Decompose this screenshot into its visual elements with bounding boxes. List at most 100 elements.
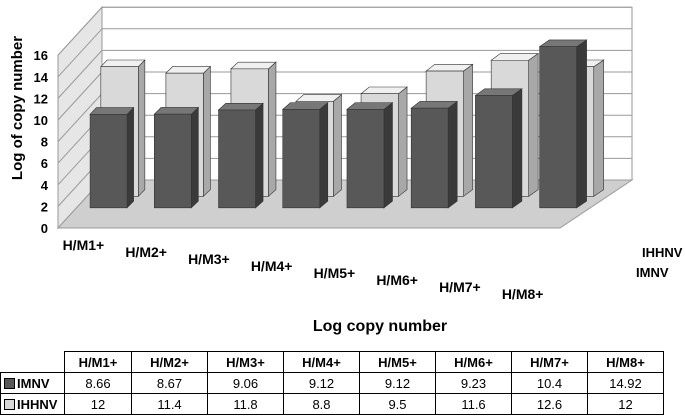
depth-axis-label: IHHNV [642, 245, 683, 260]
bar-imnv-hm8 [538, 39, 588, 209]
table-cell: 12.6 [511, 393, 588, 415]
bar-imnv-hm3-front [218, 109, 256, 209]
bar-ihhnv-hm1-top [100, 59, 146, 68]
bar-imnv-hm7 [474, 88, 523, 209]
x-tick-label: H/M8+ [502, 286, 544, 302]
bar-imnv-hm6-front [410, 107, 449, 209]
y-tick-label: 14 [34, 70, 49, 85]
table-cell: 9.06 [207, 372, 284, 394]
x-tick-label: H/M6+ [376, 272, 418, 288]
bar-imnv-hm7-front [475, 95, 513, 209]
x-axis-title: Log copy number [313, 318, 447, 335]
table-header-row: H/M1+ H/M2+ H/M3+ H/M4+ H/M5+ H/M6+ H/M7+ H/M8+ [0, 351, 664, 373]
bar-imnv-hm8-side [576, 39, 587, 209]
bar-ihhnv-hm5-top [360, 86, 408, 95]
bar-ihhnv-hm5-side [398, 86, 408, 197]
table-row-label: IMNV [17, 375, 50, 391]
bar-ihhnv-hm4-top [295, 94, 343, 102]
bar-imnv-hm4 [281, 101, 329, 209]
table-cell: 12 [587, 393, 664, 415]
depth-axis-label: IMNV [636, 265, 669, 280]
x-tick-label: H/M5+ [314, 265, 356, 281]
bar-imnv-hm5-side [383, 102, 393, 209]
bar-ihhnv-hm3-side [268, 61, 277, 197]
bar-imnv-hm1-side [126, 106, 134, 209]
table-column-header: H/M6+ [435, 351, 512, 373]
bar-imnv-hm2 [153, 106, 200, 209]
x-tick-label: H/M7+ [439, 279, 481, 295]
table-cell: 10.4 [511, 372, 588, 394]
bar-imnv-hm4-front [282, 109, 321, 209]
x-tick-label: H/M4+ [251, 258, 293, 274]
y-tick-label: 16 [34, 48, 48, 63]
bar-imnv-hm5-top [346, 102, 394, 110]
side-gridline [57, 50, 103, 99]
chart-svg: 0 2 4 6 8 10 12 14 16 H/M1+ H/M2+ H/M3+ H/M4+ H/M5+ H/… [9, 5, 683, 335]
bar-imnv-hm5 [346, 102, 394, 209]
table-body: IMNV 8.66 8.67 9.06 9.12 9.12 9.23 10.4 14.92 IHH… [0, 372, 664, 415]
table-column-header: H/M4+ [283, 351, 360, 373]
bar-ihhnv-hm1-side [138, 59, 146, 198]
table-cell: 8.67 [131, 372, 208, 394]
bar-ihhnv-hm2-side [203, 65, 211, 198]
legend-swatch [4, 377, 15, 389]
bar-imnv-hm7-side [512, 88, 523, 209]
side-gridline [57, 71, 103, 121]
bar-imnv-hm4-side [319, 101, 329, 209]
table-row: IHHNV 12 11.4 11.8 8.8 9.5 11.6 12.6 12 [0, 393, 664, 415]
table-cell: 9.12 [283, 372, 360, 394]
table-row-label: IHHNV [17, 396, 58, 412]
table-cell: 9.23 [435, 372, 512, 394]
bar-imnv-hm6-side [447, 100, 458, 209]
y-tick-label: 12 [34, 91, 48, 106]
table-cell: 8.8 [283, 393, 360, 415]
y-tick-label: 0 [41, 221, 48, 236]
table-row-header: IMNV [0, 372, 65, 394]
y-tick-label: 8 [41, 135, 48, 150]
table-cell: 8.66 [64, 372, 132, 394]
y-axis-title: Log of copy number [9, 36, 26, 180]
bar-ihhnv-hm3-top [230, 61, 277, 70]
table-column-header: H/M7+ [511, 351, 588, 373]
bar-imnv-hm2-top [153, 107, 200, 115]
side-gridline [57, 93, 103, 142]
x-tick-label: H/M2+ [125, 244, 167, 260]
side-gridline [57, 6, 103, 56]
data-table: H/M1+ H/M2+ H/M3+ H/M4+ H/M5+ H/M6+ H/M7+ H/M8+… [0, 351, 664, 415]
bar-imnv-hm1 [89, 106, 135, 209]
bar-imnv-hm8-front [539, 46, 577, 209]
legend-swatch [4, 398, 15, 410]
bar-imnv-hm3-side [255, 102, 264, 209]
bar-imnv-hm3-top [217, 102, 264, 111]
bar-imnv-hm6 [410, 100, 459, 209]
bar-imnv-hm2-side [191, 106, 199, 209]
table-cell: 9.5 [359, 393, 436, 415]
bar-imnv-hm1-top [89, 107, 135, 115]
y-tick-label: 2 [41, 199, 48, 214]
table-row-header: IHHNV [0, 393, 65, 415]
bar-imnv-hm4-top [281, 102, 329, 110]
chart-area: 0 2 4 6 8 10 12 14 16 H/M1+ H/M2+ H/M3+ H/M4+ H/M5+ H/… [9, 5, 683, 335]
bar-ihhnv-hm8-side [593, 59, 605, 197]
table-cell: 12 [64, 393, 132, 415]
x-tick-label: H/M3+ [188, 251, 230, 267]
bar-imnv-hm1-front [89, 114, 128, 209]
y-tick-label: 10 [34, 113, 48, 128]
table-cell: 11.8 [207, 393, 284, 415]
table-row: IMNV 8.66 8.67 9.06 9.12 9.12 9.23 10.4 14.92 [0, 372, 664, 394]
bar-ihhnv-hm4-side [333, 93, 342, 197]
side-gridline [57, 28, 103, 78]
bar-imnv-hm3 [217, 102, 264, 209]
table-column-header: H/M5+ [359, 351, 436, 373]
table-cell: 14.92 [587, 372, 664, 394]
bar-ihhnv-hm2-top [165, 66, 212, 74]
table-column-header: H/M1+ [64, 351, 132, 373]
table-column-header: H/M3+ [207, 351, 284, 373]
table-column-header: H/M8+ [587, 351, 664, 373]
y-tick-label: 4 [41, 178, 49, 193]
x-tick-label: H/M1+ [63, 237, 105, 253]
table-cell: 9.12 [359, 372, 436, 394]
table-cell: 11.6 [435, 393, 512, 415]
bar-imnv-hm2-front [154, 113, 192, 209]
bar-imnv-hm5-front [346, 109, 385, 209]
